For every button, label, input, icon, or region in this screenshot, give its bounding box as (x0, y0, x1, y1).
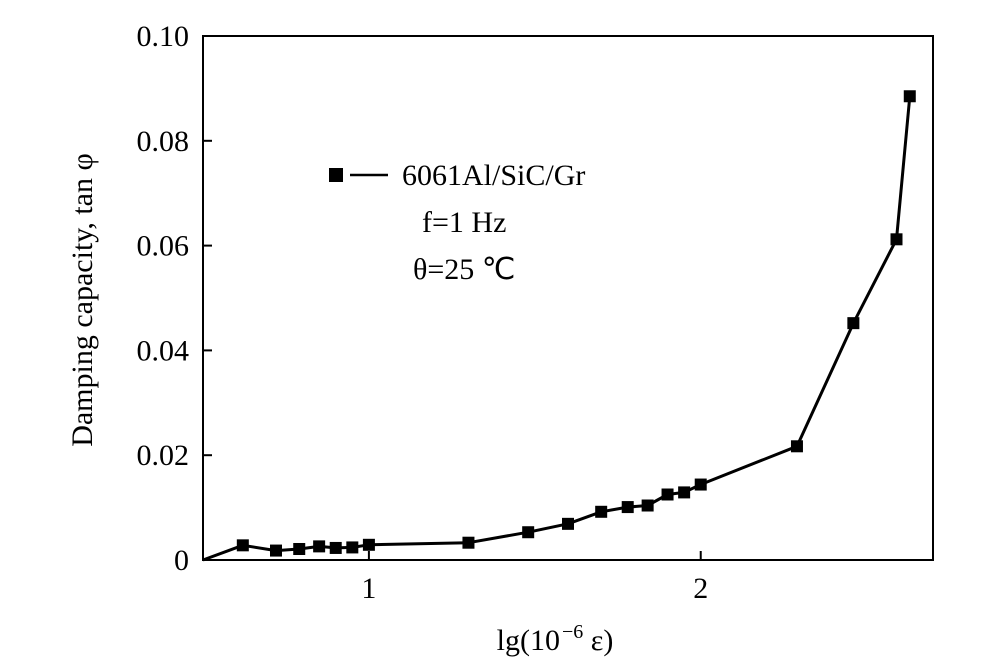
data-point-marker (462, 537, 474, 549)
data-point-marker (791, 440, 803, 452)
y-axis-title: Damping capacity, tan φ (66, 153, 99, 447)
y-tick-label: 0 (174, 544, 189, 577)
legend-marker (329, 168, 343, 182)
y-tick-label: 0.04 (137, 334, 190, 367)
data-point-marker (595, 506, 607, 518)
data-point-marker (522, 526, 534, 538)
data-point-marker (642, 500, 654, 512)
legend-label-temperature: θ=25 ℃ (413, 253, 515, 286)
data-point-marker (847, 317, 859, 329)
x-axis-title-prefix: lg(10 (497, 624, 560, 657)
x-tick-label: 1 (361, 572, 376, 605)
data-point-marker (678, 486, 690, 498)
legend-label-frequency: f=1 Hz (422, 206, 506, 239)
y-tick-label: 0.08 (137, 125, 190, 158)
y-tick-label: 0.10 (137, 20, 190, 53)
data-point-marker (562, 518, 574, 530)
data-point-marker (695, 479, 707, 491)
y-axis-ticks: 0 0.02 0.04 0.06 0.08 0.10 (137, 20, 213, 577)
data-point-marker (270, 545, 282, 557)
data-point-marker (622, 501, 634, 513)
legend-label-material: 6061Al/SiC/Gr (402, 159, 585, 192)
data-point-marker (904, 90, 916, 102)
x-tick-label: 2 (693, 572, 708, 605)
legend: 6061Al/SiC/Gr f=1 Hz θ=25 ℃ (329, 159, 585, 286)
data-point-marker (313, 540, 325, 552)
data-point-marker (891, 233, 903, 245)
data-point-marker (662, 489, 674, 501)
x-axis-title-suffix: ε) (583, 624, 613, 657)
data-point-marker (330, 542, 342, 554)
data-point-marker (237, 539, 249, 551)
data-point-marker (293, 543, 305, 555)
data-point-marker (346, 541, 358, 553)
plot-frame (203, 36, 933, 560)
x-axis-title: lg(10 −6 ε) (497, 621, 614, 657)
y-tick-label: 0.06 (137, 230, 190, 263)
x-axis-title-exponent: −6 (562, 621, 583, 643)
data-point-marker (363, 539, 375, 551)
y-tick-label: 0.02 (137, 439, 190, 472)
